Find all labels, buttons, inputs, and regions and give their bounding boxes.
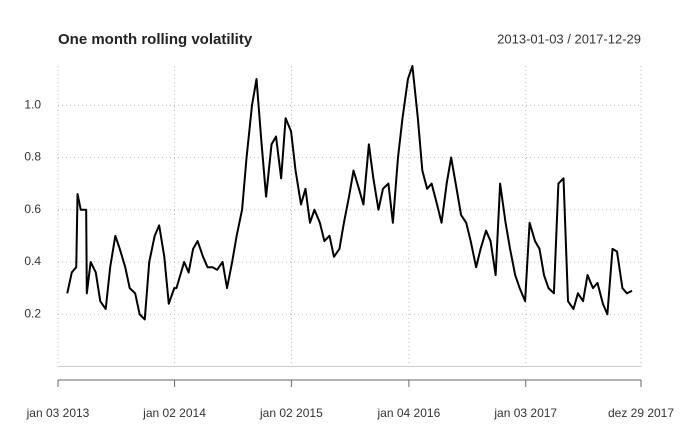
chart-title: One month rolling volatility xyxy=(58,31,253,48)
y-tick-label: 0.2 xyxy=(24,306,41,320)
y-tick-label: 1.0 xyxy=(24,97,41,111)
x-tick-label: jan 03 2013 xyxy=(26,406,90,420)
y-tick-label: 0.8 xyxy=(24,150,41,164)
x-tick-label: jan 04 2016 xyxy=(377,406,441,420)
series-line xyxy=(66,65,633,321)
chart-subtitle: 2013-01-03 / 2017-12-29 xyxy=(497,31,641,46)
x-tick-label: jan 03 2017 xyxy=(493,406,557,420)
y-tick-label: 0.6 xyxy=(24,202,41,216)
x-tick-label: dez 29 2017 xyxy=(608,406,674,420)
x-tick-label: jan 02 2014 xyxy=(142,406,206,420)
y-tick-label: 0.4 xyxy=(24,254,41,268)
x-tick-label: jan 02 2015 xyxy=(259,406,323,420)
